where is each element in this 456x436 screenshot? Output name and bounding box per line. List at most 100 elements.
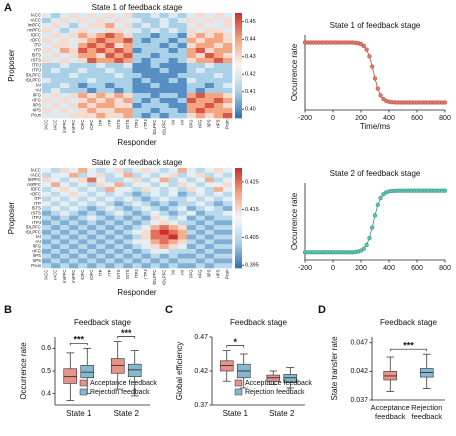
heatmap-cell: [132, 53, 142, 59]
heatmap-cell: [168, 225, 179, 231]
heatmap-cell: [141, 234, 151, 240]
heatmap-cell: [132, 13, 142, 19]
heatmap-cell: [186, 73, 197, 79]
heatmap-cell: [204, 58, 215, 64]
heatmap-cell: [195, 113, 206, 119]
heatmap-cell: [132, 172, 142, 178]
heatmap-cell: [150, 113, 160, 119]
heatmap-cell: [159, 258, 169, 264]
heatmap-cell: [78, 23, 88, 29]
heatmap-cell: [123, 253, 133, 259]
heatmap-cell: [42, 201, 52, 207]
heatmap-cell: [150, 108, 160, 114]
heatmap-cell: [159, 58, 169, 64]
marker: [378, 93, 383, 98]
heatmap-cell: [150, 215, 160, 221]
heatmap-cell: [51, 177, 61, 183]
heatmap-cell: [177, 78, 188, 84]
heatmap-cell: [78, 13, 88, 19]
heatmap-cell: [69, 88, 79, 94]
heatmap-cell: [60, 63, 70, 69]
heatmap-cell: [186, 172, 197, 178]
heatmap-cell: [105, 210, 115, 216]
heatmap-cell: [168, 177, 179, 183]
y-tick-label: 0.042: [350, 368, 368, 375]
heatmap-cell: [105, 258, 115, 264]
row-label: rIPS: [33, 258, 41, 263]
heatmap-cell: [60, 48, 70, 54]
heatmap-cell: [132, 191, 142, 197]
heatmap-cell: [96, 168, 106, 174]
heatmap-cell: [204, 38, 215, 44]
heatmap-cell: [42, 33, 52, 39]
y-tick-label: 0.037: [350, 397, 368, 404]
heatmap-cell: [141, 258, 151, 264]
heatmap-cell: [69, 13, 79, 19]
colorbar-strip: [235, 86, 242, 89]
heatmap-cell: [114, 53, 124, 59]
row-label: rIFG: [32, 248, 41, 253]
column-label: rOFC: [89, 270, 94, 281]
heatmap-cell: [60, 103, 70, 109]
heatmap-cell: [213, 258, 224, 264]
marker: [372, 76, 378, 81]
heatmap-cell: [186, 43, 197, 49]
colorbar-strip: [235, 222, 242, 225]
y-tick-label: 0.37: [194, 402, 208, 409]
heatmap-cell: [132, 73, 142, 79]
heatmap-cell: [222, 206, 233, 212]
heatmap-cell: [213, 187, 224, 193]
heatmap-cell: [150, 98, 160, 104]
heatmap-cell: [195, 43, 206, 49]
colorbar-strip: [235, 40, 242, 43]
heatmap-cell: [132, 168, 142, 174]
heatmap-cell: [87, 113, 97, 119]
heatmap-cell: [141, 248, 151, 255]
heatmap-cell: [177, 53, 188, 59]
row-label: rAI: [36, 88, 42, 93]
heatmap-cell: [42, 78, 52, 84]
colorbar-strip: [235, 63, 242, 66]
column-label: rACC: [53, 270, 58, 281]
heatmap-cell: [195, 168, 206, 174]
column-label: lIFG: [188, 269, 193, 278]
y-tick-label: 0.4: [41, 391, 51, 398]
heatmap-cell: [114, 38, 124, 44]
heatmap-cell: [96, 78, 106, 84]
heatmap-cell: [177, 98, 188, 104]
heatmap-cell: [123, 210, 133, 216]
heatmap-cell: [141, 263, 151, 269]
heatmap-cell: [195, 108, 206, 114]
heatmap-cell: [114, 248, 124, 255]
colorbar-strip: [235, 252, 242, 255]
heatmap-cell: [222, 33, 233, 39]
heatmap-cell: [213, 28, 224, 34]
heatmap-cell: [168, 53, 179, 59]
colorbar-strip: [235, 92, 242, 96]
box: [283, 374, 298, 383]
heatmap-cell: [87, 263, 97, 269]
heatmap-cell: [51, 201, 61, 207]
heatmap-cell: [132, 103, 142, 109]
heatmap-cell: [60, 68, 70, 74]
heatmap-cell: [186, 206, 197, 212]
heatmap-cell: [78, 88, 88, 94]
heatmap-cell: [114, 103, 124, 109]
heatmap-cell: [132, 177, 142, 183]
heatmap-cell: [114, 172, 124, 178]
heatmap-cell: [204, 33, 215, 39]
heatmap-cell: [60, 191, 70, 197]
heatmap-cell: [96, 239, 106, 245]
heatmap-cell: [186, 13, 197, 19]
heatmap-cell: [60, 73, 70, 79]
significance-bracket: [69, 342, 88, 346]
colorbar-strip: [235, 174, 242, 177]
heatmap-cell: [51, 253, 61, 259]
heatmap-cell: [150, 43, 160, 49]
heatmap-cell: [78, 108, 88, 114]
heatmap-cell: [123, 98, 133, 104]
heatmap-cell: [195, 244, 206, 250]
heatmap-cell: [150, 244, 160, 250]
heatmap-cell: [204, 108, 215, 114]
heatmap-cell: [204, 73, 215, 79]
